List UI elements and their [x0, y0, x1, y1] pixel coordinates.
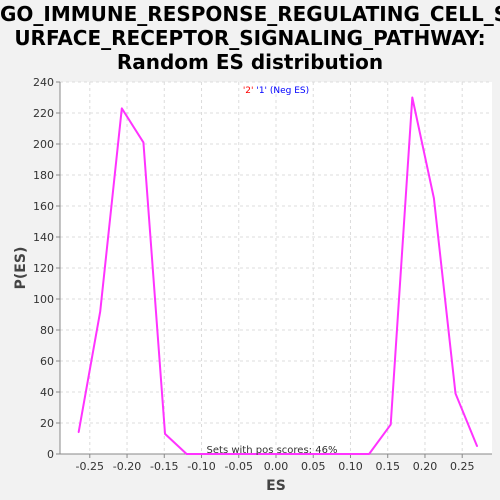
- data-point: [476, 445, 478, 448]
- y-tick-label: 140: [33, 231, 54, 244]
- data-point: [164, 433, 166, 435]
- x-tick-label: 0.15: [375, 460, 400, 473]
- y-tick-label: 220: [33, 107, 54, 120]
- data-point: [99, 310, 102, 313]
- y-tick-label: 0: [47, 448, 54, 461]
- data-point: [433, 197, 435, 200]
- x-tick-label: 0.25: [450, 460, 475, 473]
- data-point: [411, 96, 414, 99]
- data-point: [368, 453, 370, 455]
- annotation: Sets with pos scores: 46%: [207, 445, 338, 456]
- y-tick-label: 80: [40, 324, 54, 337]
- x-tick-label: -0.20: [113, 460, 141, 473]
- data-point: [389, 423, 392, 426]
- x-tick-label: 0.05: [301, 460, 326, 473]
- y-tick-label: 180: [33, 169, 54, 182]
- x-tick-label: 0.20: [413, 460, 438, 473]
- y-tick-label: 60: [40, 355, 54, 368]
- y-tick-label: 200: [33, 138, 54, 151]
- data-point: [121, 107, 123, 110]
- legend: '2' '1' (Neg ES): [243, 86, 309, 96]
- x-tick-label: -0.25: [76, 460, 104, 473]
- data-point: [185, 453, 188, 455]
- x-tick-label: -0.10: [187, 460, 215, 473]
- data-point: [207, 453, 210, 455]
- y-tick-label: 20: [40, 417, 54, 430]
- chart-title-line-1: GO_IMMUNE_RESPONSE_REGULATING_CELL_S: [0, 2, 500, 26]
- chart-title-line-2: URFACE_RECEPTOR_SIGNALING_PATHWAY:: [14, 26, 486, 50]
- data-point: [77, 431, 80, 434]
- chart-title: GO_IMMUNE_RESPONSE_REGULATING_CELL_S URF…: [0, 2, 500, 74]
- data-point: [454, 392, 457, 395]
- x-tick-label: -0.15: [150, 460, 178, 473]
- y-tick-label: 240: [33, 76, 54, 89]
- y-tick-label: 40: [40, 386, 54, 399]
- x-tick-label: -0.05: [225, 460, 253, 473]
- legend-pos-label: '2': [243, 86, 257, 96]
- y-tick-label: 120: [33, 262, 54, 275]
- data-point: [142, 141, 145, 144]
- x-tick-label: 0.10: [338, 460, 363, 473]
- x-axis-label: ES: [266, 478, 286, 494]
- x-tick-label: 0.00: [264, 460, 289, 473]
- chart-title-line-3: Random ES distribution: [116, 50, 384, 74]
- legend-neg-label: '1' (Neg ES): [256, 86, 309, 96]
- y-axis-label: P(ES): [13, 247, 29, 290]
- y-tick-label: 100: [33, 293, 54, 306]
- y-tick-label: 160: [33, 200, 54, 213]
